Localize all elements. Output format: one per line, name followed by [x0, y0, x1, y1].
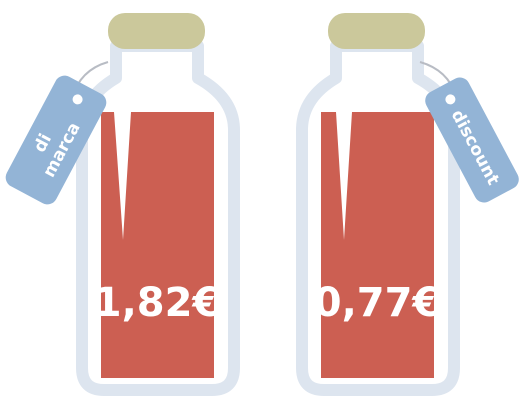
bottle-cap: [108, 13, 205, 49]
price: 1,82€: [94, 280, 221, 326]
price: 0,77€: [314, 280, 441, 326]
bottle-cap: [328, 13, 425, 49]
liquid: [321, 112, 434, 378]
bottle: discount 0,77€: [302, 13, 522, 390]
bottle: di marca 1,82€: [2, 13, 234, 390]
infographic: di marca 1,82€ discount 0,77€: [0, 0, 528, 402]
